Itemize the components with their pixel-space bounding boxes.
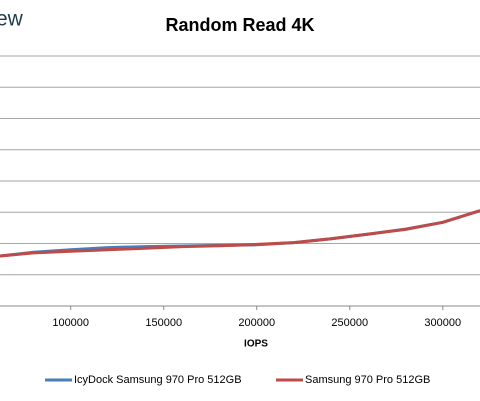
series-line xyxy=(0,209,480,258)
legend-label: IcyDock Samsung 970 Pro 512GB xyxy=(74,374,242,386)
x-axis-label: IOPS xyxy=(244,339,268,350)
x-tick-label: 250000 xyxy=(331,317,368,329)
x-tick-label: 200000 xyxy=(238,317,275,329)
watermark: ew xyxy=(0,8,24,31)
x-tick-label: 300000 xyxy=(424,317,461,329)
legend-label: Samsung 970 Pro 512GB xyxy=(305,374,430,386)
chart-title: Random Read 4K xyxy=(165,15,314,35)
x-tick-label: 100000 xyxy=(52,317,89,329)
x-tick-label: 150000 xyxy=(145,317,182,329)
